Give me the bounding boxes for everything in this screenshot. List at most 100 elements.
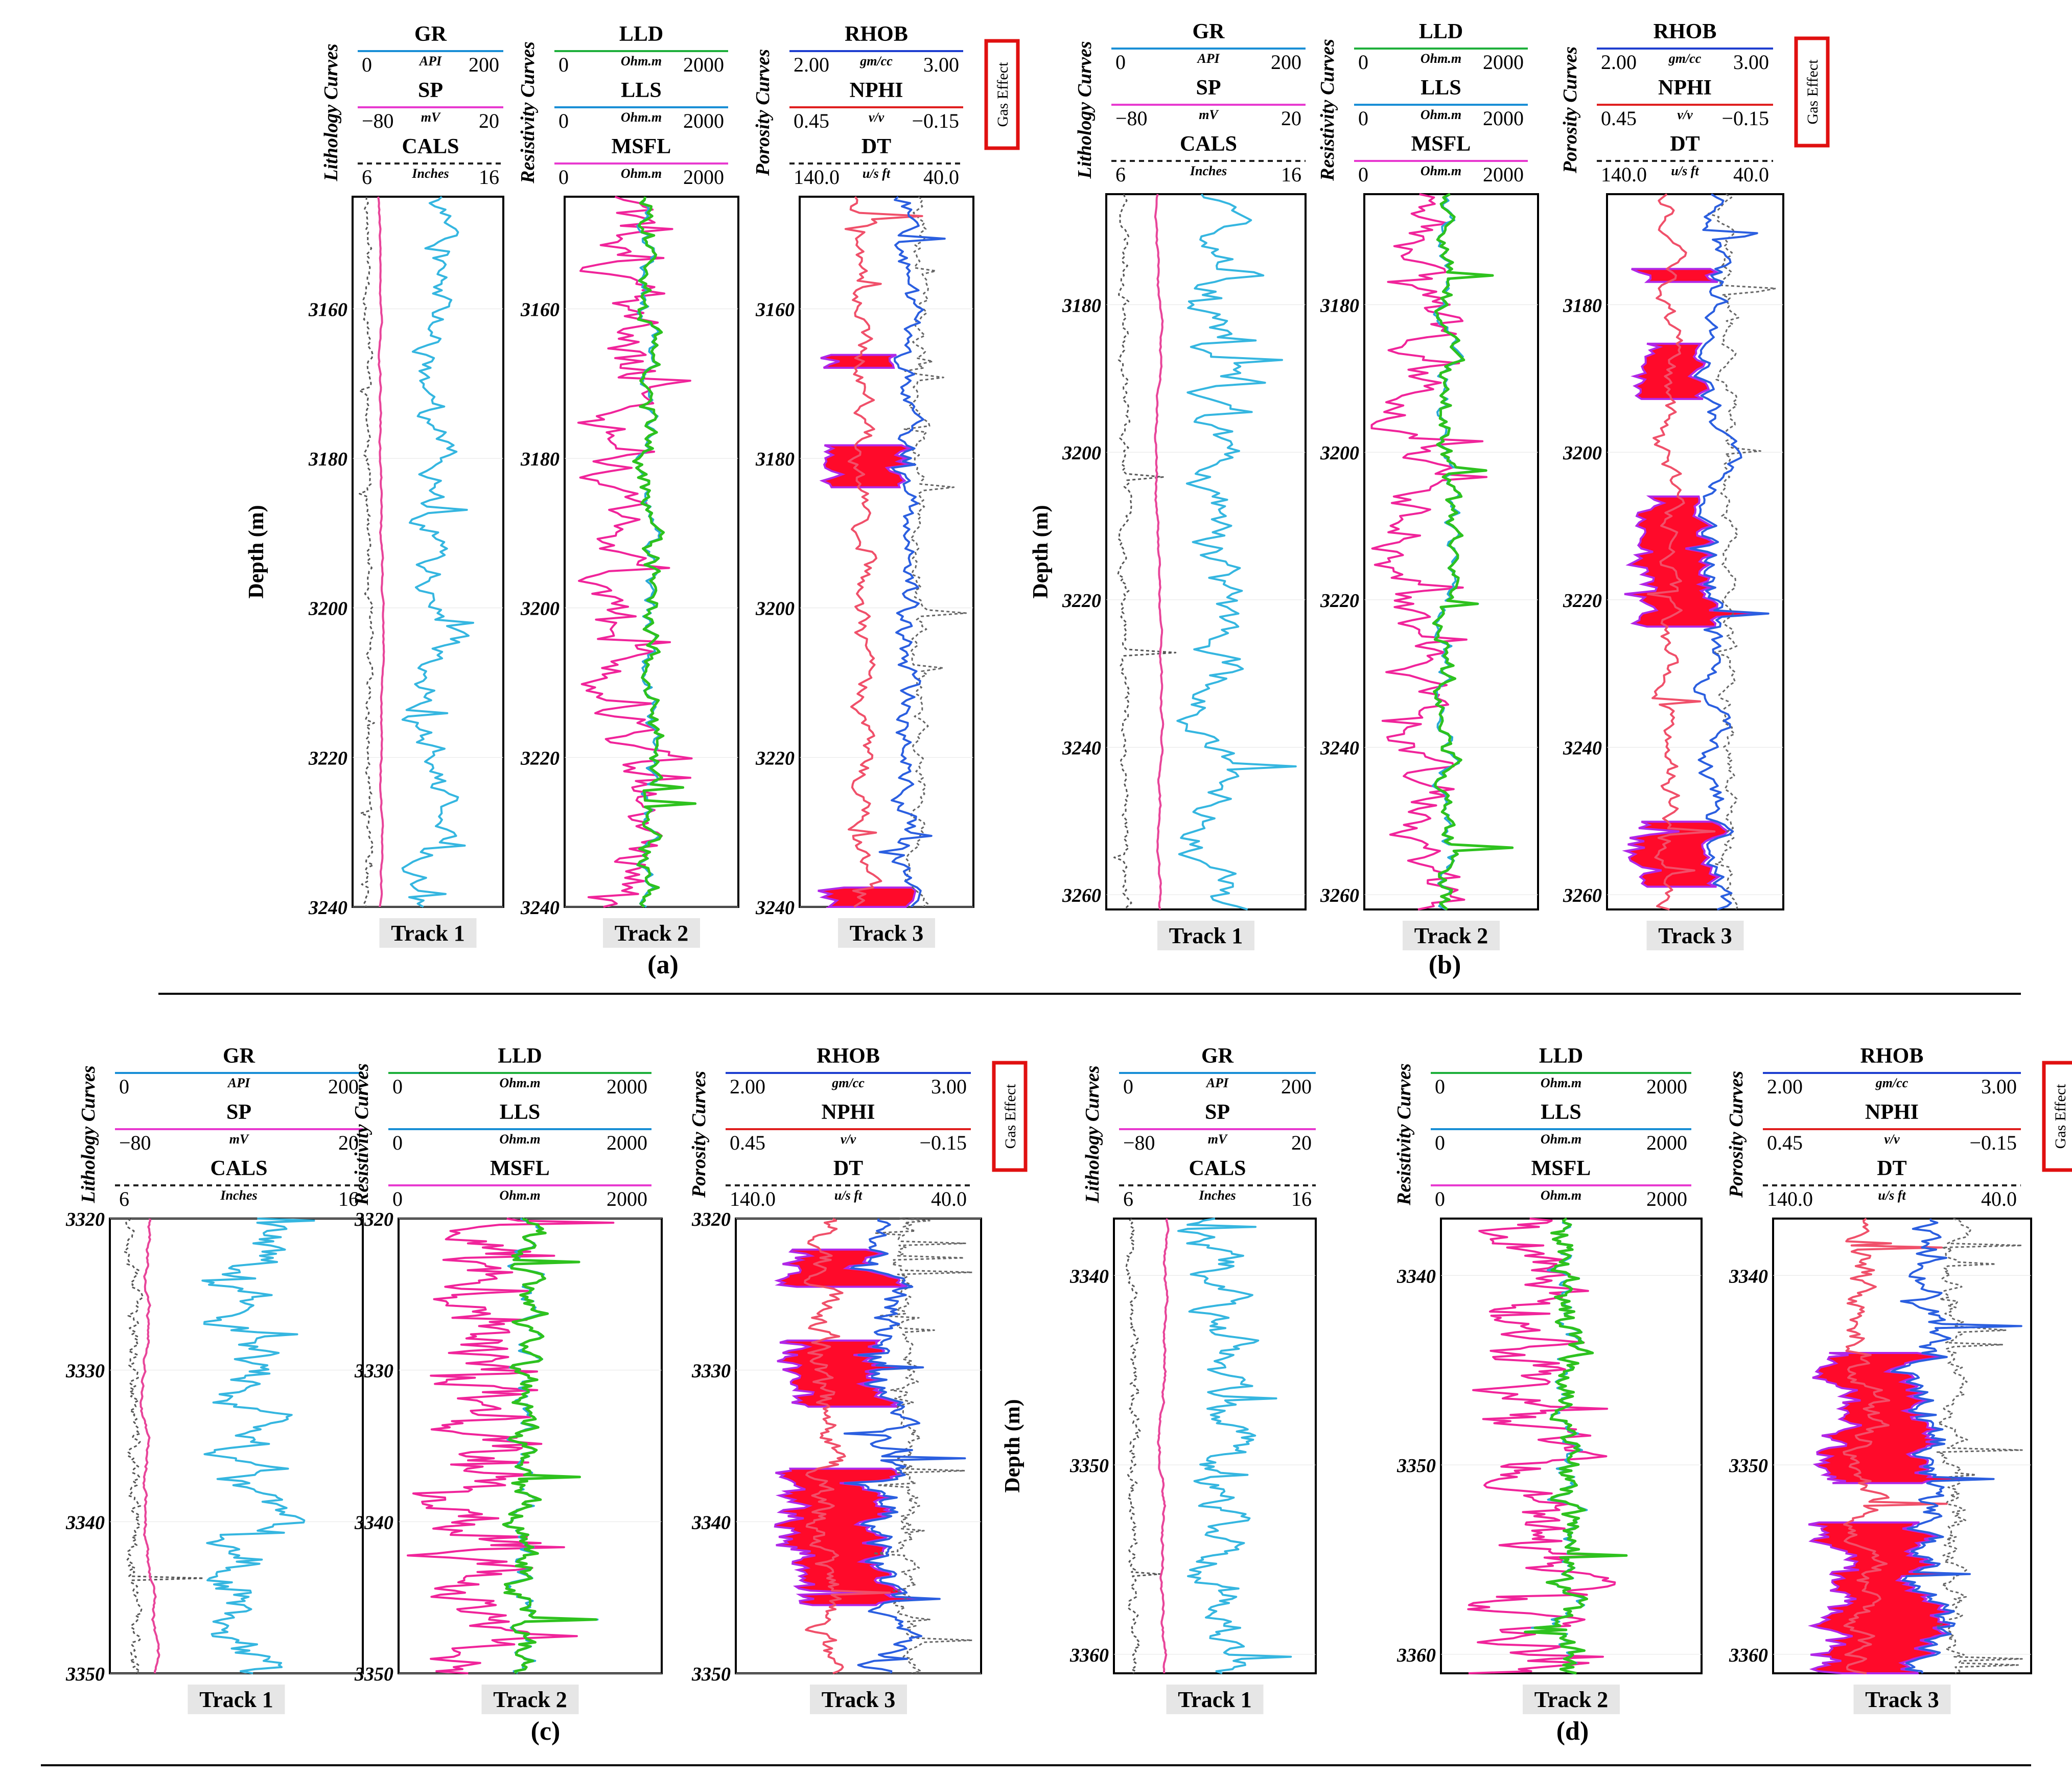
gas-effect-label: Gas Effect <box>1002 1084 1019 1149</box>
track-label-bg <box>603 918 700 948</box>
depth-tick-label: 3340 <box>1069 1266 1109 1287</box>
dt-header-unit: u/s ft <box>1671 163 1699 178</box>
lld-header-left: 0 <box>1435 1075 1445 1098</box>
gas-effect-zone <box>1812 1352 1989 1484</box>
cals-curve <box>123 1218 204 1674</box>
lld-header-right: 2000 <box>683 53 724 76</box>
resistivity-group-title: Resistivity Curves <box>1393 1063 1415 1206</box>
track-label: Track 3 <box>1865 1687 1939 1712</box>
sp-curve <box>1154 194 1165 910</box>
msfl-header-left: 0 <box>1358 163 1368 186</box>
track-2: 3340 3350 3360 Track 2 <box>1396 1217 1703 1714</box>
dt-header-unit: u/s ft <box>834 1188 863 1203</box>
cals-header-left: 6 <box>1115 163 1126 186</box>
rhob-header-unit: gm/cc <box>1875 1076 1908 1090</box>
gr-curve <box>1176 193 1297 910</box>
cals-header-left: 6 <box>362 166 372 189</box>
depth-tick-label: 3360 <box>1729 1645 1768 1666</box>
dt-header-left: 140.0 <box>730 1187 776 1210</box>
depth-tick-label: 3350 <box>354 1664 393 1685</box>
panel-d: Lithology Curves GR 0 API 200 SP −80 mV 20 CALS 6 I… <box>1001 1044 2072 1746</box>
msfl-curve <box>407 1218 615 1674</box>
dt-header-right: 40.0 <box>1981 1187 2017 1210</box>
gas-effect-box <box>992 1061 1028 1172</box>
cals-header-right: 16 <box>338 1187 359 1210</box>
porosity-group-title: Porosity Curves <box>752 49 774 176</box>
track-label-bg <box>1646 921 1744 950</box>
sp-header-right: 20 <box>1291 1131 1312 1154</box>
gr-header-unit: API <box>227 1076 250 1090</box>
depth-tick-label: 3220 <box>755 747 795 769</box>
track-1: 3340 3350 3360 Track 1 <box>1069 1218 1317 1714</box>
nphi-header-right: −0.15 <box>1721 107 1769 130</box>
cals-curve <box>359 196 375 907</box>
lithology-group-title: Lithology Curves <box>78 1065 99 1203</box>
depth-tick-label: 3260 <box>1062 885 1101 906</box>
nphi-curve <box>844 196 923 908</box>
dt-header-name: DT <box>862 135 891 158</box>
rhob-header-unit: gm/cc <box>1668 51 1702 66</box>
depth-tick-label: 3360 <box>1396 1645 1436 1666</box>
depth-tick-label: 3220 <box>1320 590 1359 612</box>
cals-header-name: CALS <box>402 135 459 158</box>
depth-tick-label: 3200 <box>1320 442 1359 464</box>
rhob-header-right: 3.00 <box>931 1075 967 1098</box>
depth-tick-label: 3200 <box>520 598 560 620</box>
dt-header-name: DT <box>1877 1157 1906 1180</box>
dt-header-right: 40.0 <box>1733 163 1769 186</box>
sp-curve <box>139 1218 160 1674</box>
panel-label: (a) <box>647 950 679 979</box>
lls-header-right: 2000 <box>1646 1131 1687 1154</box>
rhob-header-right: 3.00 <box>923 53 959 76</box>
depth-tick-label: 3200 <box>1563 442 1602 464</box>
sp-header-left: −80 <box>119 1131 151 1154</box>
depth-tick-label: 3360 <box>1069 1645 1109 1666</box>
lls-header-left: 0 <box>1358 107 1368 130</box>
porosity-group-title: Porosity Curves <box>1726 1071 1747 1198</box>
gas-effect-label: Gas Effect <box>994 62 1011 127</box>
gas-effect-box <box>2042 1061 2072 1172</box>
gr-header-left: 0 <box>1123 1075 1133 1098</box>
cals-header-right: 16 <box>1291 1187 1312 1210</box>
depth-tick-label: 3330 <box>354 1361 393 1382</box>
gr-header-name: GR <box>223 1044 255 1068</box>
depth-tick-label: 3180 <box>1062 295 1101 316</box>
track-label-bg <box>1166 1685 1264 1714</box>
msfl-header-right: 2000 <box>683 166 724 189</box>
gr-header-left: 0 <box>119 1075 129 1098</box>
depth-tick-label: 3350 <box>65 1664 105 1685</box>
msfl-header-name: MSFL <box>1411 132 1471 156</box>
track-label-bg <box>810 1685 907 1714</box>
depth-tick-label: 3350 <box>1069 1455 1109 1477</box>
track-3: 3320 3330 3340 3350 Track 3 <box>691 1209 982 1714</box>
depth-tick-label: 3160 <box>755 299 795 320</box>
panel-label: (b) <box>1429 950 1461 979</box>
rhob-header-left: 2.00 <box>794 53 829 76</box>
depth-tick-label: 3180 <box>1320 295 1359 316</box>
cals-header-unit: Inches <box>411 166 449 181</box>
track-2: 3160 3180 3200 3220 3240 Track 2 <box>520 196 739 948</box>
depth-tick-label: 3340 <box>1729 1266 1768 1287</box>
depth-tick-label: 3220 <box>308 747 347 769</box>
rhob-header-name: RHOB <box>817 1044 880 1068</box>
depth-tick-label: 3340 <box>691 1512 731 1533</box>
dt-header-unit: u/s ft <box>863 166 891 181</box>
nphi-header-unit: v/v <box>1884 1132 1900 1147</box>
depth-tick-label: 3240 <box>1563 737 1602 759</box>
depth-tick-label: 3260 <box>1563 885 1602 906</box>
dt-curve <box>1936 1218 2023 1674</box>
lld-header-unit: Ohm.m <box>1541 1076 1581 1090</box>
msfl-curve <box>577 196 693 908</box>
lld-header-left: 0 <box>558 53 569 76</box>
track-frame <box>1105 193 1307 910</box>
sp-header-name: SP <box>1205 1101 1230 1124</box>
nphi-header-unit: v/v <box>869 110 884 125</box>
porosity-group-title: Porosity Curves <box>688 1071 710 1198</box>
depth-tick-label: 3330 <box>691 1361 731 1382</box>
lld-header-right: 2000 <box>1646 1075 1687 1098</box>
rhob-header-name: RHOB <box>1654 20 1717 43</box>
depth-tick-label: 3180 <box>308 449 347 470</box>
track-3: 3340 3350 3360 Track 3 <box>1729 1218 2032 1714</box>
lithology-group-title: Lithology Curves <box>320 43 342 181</box>
dt-header-unit: u/s ft <box>1878 1188 1906 1203</box>
